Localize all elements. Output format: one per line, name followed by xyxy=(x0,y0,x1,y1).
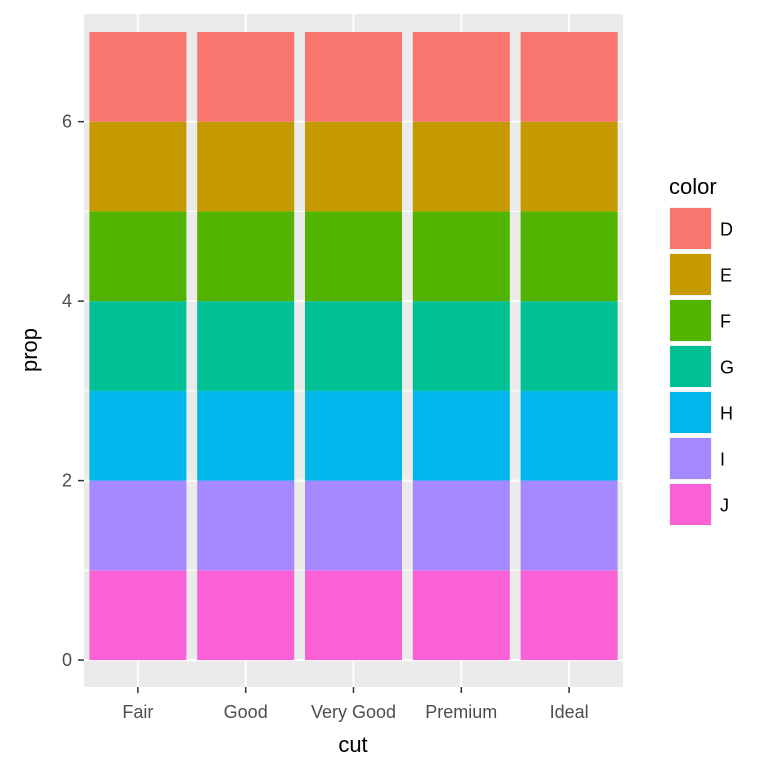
bar-segment-E-ideal xyxy=(520,121,618,212)
bar-segment-I-good xyxy=(197,480,295,571)
legend-label-D: D xyxy=(720,220,733,240)
legend-swatch-I xyxy=(670,438,711,479)
y-axis-title: prop xyxy=(17,328,42,372)
bar-segment-F-premium xyxy=(412,211,510,302)
legend-label-H: H xyxy=(720,404,733,424)
y-tick-label: 6 xyxy=(62,112,72,132)
bar-segment-J-very-good xyxy=(304,570,403,661)
bar-segment-D-very-good xyxy=(304,31,403,122)
bar-segment-F-good xyxy=(197,211,295,302)
bar-segment-E-good xyxy=(197,121,295,212)
legend-label-I: I xyxy=(720,450,725,470)
bar-segment-G-premium xyxy=(412,301,510,391)
bar-segment-D-premium xyxy=(412,31,510,122)
legend-swatch-J xyxy=(670,484,711,525)
legend-title: color xyxy=(669,174,717,199)
legend-swatch-G xyxy=(670,346,711,387)
x-tick-label: Premium xyxy=(425,702,497,722)
bar-segment-J-premium xyxy=(412,570,510,661)
bar-segment-D-good xyxy=(197,31,295,122)
bar-segment-I-fair xyxy=(89,480,187,571)
bar-segment-F-fair xyxy=(89,211,187,302)
x-axis-title: cut xyxy=(338,732,367,757)
bar-segment-E-fair xyxy=(89,121,187,212)
bar-segment-J-fair xyxy=(89,570,187,661)
bar-segment-J-ideal xyxy=(520,570,618,661)
bar-segment-G-good xyxy=(197,301,295,391)
legend-label-J: J xyxy=(720,496,729,516)
y-tick-label: 4 xyxy=(62,291,72,311)
bar-segment-I-very-good xyxy=(304,480,403,571)
legend-label-E: E xyxy=(720,266,732,286)
bar-segment-H-premium xyxy=(412,390,510,481)
bar-segment-E-premium xyxy=(412,121,510,212)
y-tick-label: 0 xyxy=(62,650,72,670)
bar-segment-D-fair xyxy=(89,31,187,122)
legend: color D E F G H I J xyxy=(669,174,734,526)
x-tick-label: Very Good xyxy=(311,702,396,722)
bar-segment-H-fair xyxy=(89,390,187,481)
bar-segment-H-very-good xyxy=(304,390,403,481)
bars xyxy=(89,31,618,661)
x-tick-label: Fair xyxy=(122,702,153,722)
legend-label-F: F xyxy=(720,312,731,332)
bar-segment-G-fair xyxy=(89,301,187,391)
bar-segment-J-good xyxy=(197,570,295,661)
bar-segment-F-very-good xyxy=(304,211,403,302)
x-tick-label: Ideal xyxy=(550,702,589,722)
x-axis: Fair Good Very Good Premium Ideal xyxy=(122,687,589,722)
legend-swatch-E xyxy=(670,254,711,295)
legend-swatch-F xyxy=(670,300,711,341)
x-tick-label: Good xyxy=(224,702,268,722)
legend-swatch-H xyxy=(670,392,711,433)
y-axis: 0 2 4 6 xyxy=(62,112,84,670)
bar-segment-G-ideal xyxy=(520,301,618,391)
bar-segment-F-ideal xyxy=(520,211,618,302)
legend-label-G: G xyxy=(720,358,734,378)
bar-segment-G-very-good xyxy=(304,301,403,391)
y-tick-label: 2 xyxy=(62,471,72,491)
bar-segment-H-ideal xyxy=(520,390,618,481)
bar-segment-I-ideal xyxy=(520,480,618,571)
bar-segment-E-very-good xyxy=(304,121,403,212)
bar-segment-D-ideal xyxy=(520,31,618,122)
bar-segment-I-premium xyxy=(412,480,510,571)
bar-segment-H-good xyxy=(197,390,295,481)
legend-swatch-D xyxy=(670,208,711,249)
